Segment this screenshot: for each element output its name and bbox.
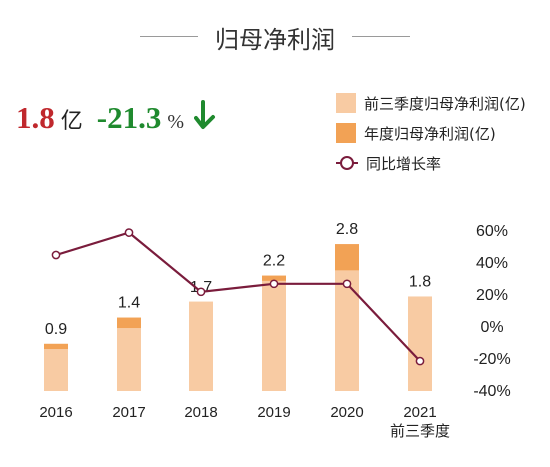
legend-item-yoy-growth: 同比增长率 — [336, 148, 526, 178]
chart-title: 归母净利润 — [215, 26, 335, 54]
down-arrow-icon — [194, 100, 216, 139]
q3-profit-bar — [335, 270, 359, 391]
q3-profit-bar — [117, 328, 141, 391]
growth-rate-point — [415, 356, 425, 366]
legend-label-yoy-growth: 同比增长率 — [366, 154, 442, 173]
y-right-tick-label: 20% — [476, 287, 508, 304]
legend-item-annual-profit: 年度归母净利润(亿) — [336, 118, 526, 148]
x-tick-label: 2019 — [257, 404, 290, 421]
growth-rate-point — [342, 279, 352, 289]
x-tick-label: 2021 — [403, 404, 436, 421]
legend-swatch-q3-profit — [336, 93, 356, 113]
legend-swatch-annual-profit — [336, 123, 356, 143]
q3-profit-bar — [189, 301, 213, 391]
bar-data-label: 1.8 — [409, 274, 431, 291]
x-tick-label: 前三季度 — [390, 423, 450, 440]
growth-rate-point — [196, 287, 206, 297]
growth-rate-point — [51, 250, 61, 260]
bar-data-label: 1.4 — [118, 295, 140, 312]
title-rule-left — [140, 36, 198, 37]
growth-rate-line — [55, 231, 421, 362]
y-right-tick-label: -40% — [473, 383, 510, 400]
kpi-summary: 1.8 亿 -21.3% — [16, 100, 216, 140]
kpi-profit-value: 1.8 — [16, 100, 55, 135]
legend-item-q3-profit: 前三季度归母净利润(亿) — [336, 88, 526, 118]
q3-profit-bar — [44, 349, 68, 391]
chart-header: 归母净利润 — [0, 16, 550, 56]
q3-profit-bar — [408, 296, 432, 391]
kpi-change-unit: % — [167, 111, 185, 133]
y-right-tick-label: 60% — [476, 223, 508, 240]
growth-rate-point — [124, 228, 134, 237]
growth-rate-point — [269, 279, 279, 289]
kpi-change-value: -21.3 — [96, 100, 162, 135]
y-right-tick-label: -20% — [473, 351, 510, 368]
y-right-tick-label: 40% — [476, 255, 508, 272]
bar-data-label: 2.8 — [336, 221, 358, 238]
y-right-tick-label: 0% — [480, 319, 503, 336]
q3-profit-bar — [262, 280, 286, 391]
bar-data-label: 0.9 — [45, 321, 67, 338]
title-rule-right — [352, 36, 410, 37]
x-tick-label: 2017 — [112, 404, 145, 421]
chart-legend: 前三季度归母净利润(亿) 年度归母净利润(亿) 同比增长率 — [336, 88, 526, 178]
kpi-profit-unit: 亿 — [60, 109, 83, 134]
legend-label-q3-profit: 前三季度归母净利润(亿) — [364, 94, 526, 113]
x-tick-label: 2018 — [184, 404, 217, 421]
x-tick-label: 2016 — [39, 404, 72, 421]
legend-line-marker-icon — [336, 156, 358, 170]
legend-label-annual-profit: 年度归母净利润(亿) — [364, 124, 496, 143]
bar-data-label: 2.2 — [263, 253, 285, 270]
x-tick-label: 2020 — [330, 404, 363, 421]
